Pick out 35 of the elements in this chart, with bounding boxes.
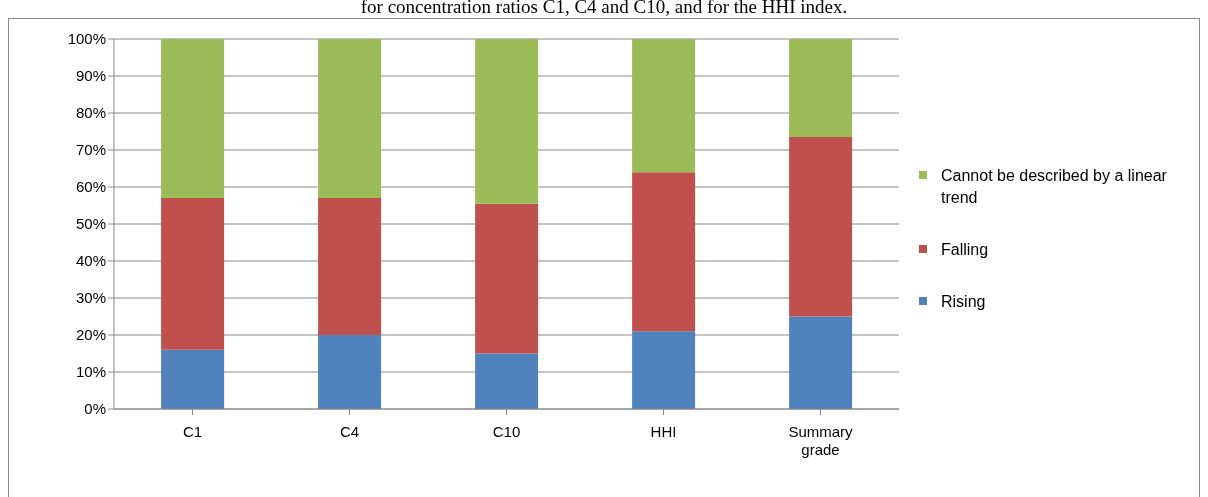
- y-tick-label: 40%: [75, 252, 106, 270]
- y-tick-label: 90%: [75, 67, 106, 85]
- bar: [632, 39, 696, 173]
- bar: [789, 137, 853, 317]
- y-tick-label: 60%: [75, 178, 106, 196]
- bar: [161, 198, 225, 350]
- legend-label: Falling: [941, 240, 989, 260]
- chart-title: for concentration ratios C1, C4 and C10, and for the HHI index.: [359, 0, 849, 18]
- bar: [475, 39, 539, 204]
- x-tick-label: C10: [492, 423, 521, 440]
- x-tick-label: C4: [339, 423, 360, 440]
- y-tick-label: 50%: [75, 215, 106, 233]
- legend-label: Rising: [941, 292, 986, 312]
- x-tick-label: C1: [182, 423, 203, 440]
- bar: [475, 353, 539, 409]
- bar: [318, 39, 382, 199]
- bar: [632, 172, 696, 332]
- bar: [161, 39, 225, 199]
- y-tick-label: 80%: [75, 104, 106, 122]
- x-tick-label: Summary grade: [788, 423, 854, 458]
- y-tick-label: 30%: [75, 289, 106, 307]
- y-tick-label: 10%: [75, 363, 106, 381]
- bar: [789, 39, 853, 138]
- bar: [789, 316, 853, 409]
- y-tick-label: 20%: [75, 326, 106, 344]
- y-tick-label: 100%: [67, 30, 106, 48]
- bar: [632, 331, 696, 409]
- bar: [161, 349, 225, 409]
- y-tick-label: 70%: [75, 141, 106, 159]
- y-tick-label: 0%: [84, 400, 106, 418]
- bar: [475, 203, 539, 354]
- x-tick-label: HHI: [650, 423, 677, 440]
- bar: [318, 335, 382, 409]
- bar: [318, 198, 382, 335]
- legend-label: Cannot be described by a linear trend: [941, 166, 1168, 208]
